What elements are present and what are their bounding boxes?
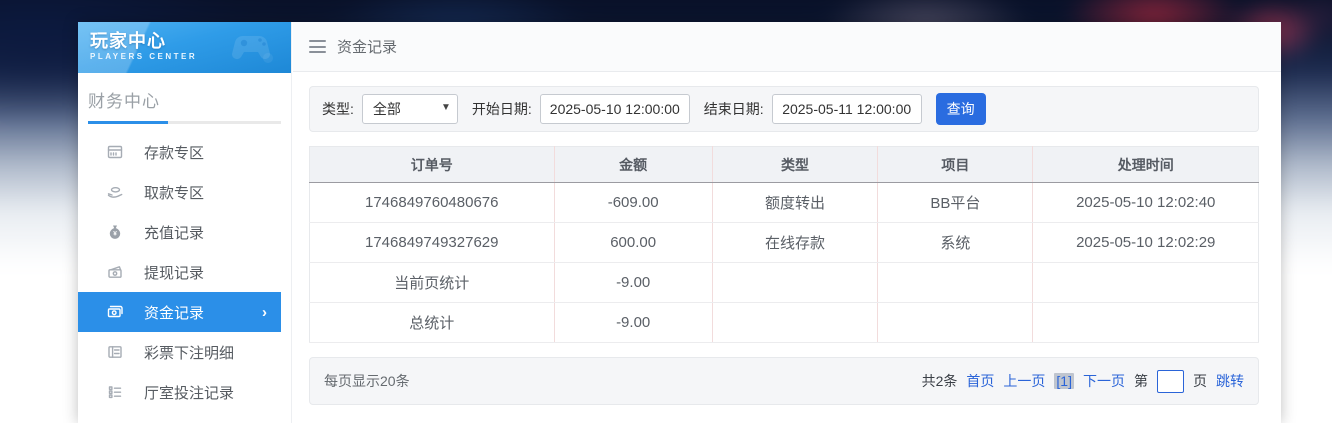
section-underline bbox=[88, 121, 281, 124]
page-suffix-text: 页 bbox=[1193, 373, 1207, 389]
cell-amount: -609.00 bbox=[554, 182, 713, 223]
gamepad-icon bbox=[232, 35, 273, 63]
cell-empty bbox=[1032, 302, 1259, 343]
cell-empty bbox=[712, 262, 879, 303]
sidebar-item-withdraw-zone[interactable]: 取款专区 bbox=[78, 172, 281, 212]
cell-summary-label: 当前页统计 bbox=[309, 262, 555, 303]
sidebar-section-title: 财务中心 bbox=[88, 92, 160, 111]
table-row-total-summary: 总统计 -9.00 bbox=[309, 302, 1259, 343]
cash-notes-icon bbox=[108, 266, 122, 278]
chevron-right-icon: › bbox=[262, 303, 267, 321]
cell-amount: 600.00 bbox=[554, 222, 713, 263]
hand-coins-icon bbox=[107, 187, 123, 198]
jump-link[interactable]: 跳转 bbox=[1216, 373, 1244, 389]
cell-summary-label: 总统计 bbox=[309, 302, 555, 343]
pager-controls: 共2条 首页 上一页 [1] 下一页 第 页 跳转 bbox=[921, 369, 1244, 393]
end-date-label: 结束日期: bbox=[703, 101, 764, 117]
table-header-row: 订单号 金额 类型 项目 处理时间 bbox=[309, 146, 1259, 183]
prev-page-link[interactable]: 上一页 bbox=[1003, 373, 1046, 389]
sidebar-item-fund-records[interactable]: 资金记录 › bbox=[78, 292, 281, 332]
hamburger-menu-icon[interactable] bbox=[309, 40, 326, 53]
cell-process-time: 2025-05-10 12:02:40 bbox=[1032, 182, 1259, 223]
column-header-order-no: 订单号 bbox=[309, 146, 555, 183]
logo-banner: 玩家中心 PLAYERS CENTER bbox=[78, 22, 291, 73]
fund-records-table: 订单号 金额 类型 项目 处理时间 1746849760480676 -609.… bbox=[309, 146, 1259, 343]
page-size-text: 每页显示20条 bbox=[324, 373, 410, 389]
table-row: 1746849760480676 -609.00 额度转出 BB平台 2025-… bbox=[309, 182, 1259, 223]
page-title: 资金记录 bbox=[337, 39, 398, 56]
sidebar-item-recharge-records[interactable]: ¥ 充值记录 bbox=[78, 212, 281, 252]
cell-empty bbox=[1032, 262, 1259, 303]
cell-project: 系统 bbox=[877, 222, 1034, 263]
page-jump-input[interactable] bbox=[1157, 369, 1184, 393]
logo-title: 玩家中心 bbox=[90, 31, 166, 51]
end-date-input[interactable] bbox=[771, 94, 922, 124]
next-page-link[interactable]: 下一页 bbox=[1083, 373, 1125, 389]
bullet-list-icon bbox=[108, 386, 122, 399]
cell-order-no: 1746849749327629 bbox=[309, 222, 555, 263]
type-label: 类型: bbox=[322, 101, 354, 117]
sidebar-item-label: 厅室投注记录 bbox=[144, 384, 235, 402]
logo-subtitle: PLAYERS CENTER bbox=[90, 52, 198, 61]
svg-text:¥: ¥ bbox=[113, 231, 117, 238]
column-header-type: 类型 bbox=[712, 146, 879, 183]
query-button[interactable]: 查询 bbox=[935, 93, 986, 125]
filter-bar: 类型: 全部 ▼ 开始日期: 结束日期: 查询 bbox=[309, 86, 1259, 132]
cell-summary-amount: -9.00 bbox=[554, 302, 713, 343]
sidebar-item-withdrawal-records[interactable]: 提现记录 bbox=[78, 252, 281, 292]
sidebar-item-player-bet-report[interactable]: 玩家投注报表 bbox=[78, 412, 281, 423]
banknotes-icon bbox=[107, 305, 123, 318]
table-row: 1746849749327629 600.00 在线存款 系统 2025-05-… bbox=[309, 222, 1259, 263]
sidebar-item-label: 存款专区 bbox=[144, 144, 205, 162]
cell-type: 额度转出 bbox=[712, 182, 879, 223]
start-date-label: 开始日期: bbox=[471, 101, 532, 117]
current-page-indicator[interactable]: [1] bbox=[1054, 373, 1074, 389]
sidebar-item-label: 提现记录 bbox=[144, 264, 205, 282]
sidebar: 玩家中心 PLAYERS CENTER 财务中心 存款专区 取款专区 bbox=[78, 22, 292, 423]
sidebar-item-deposit-zone[interactable]: 存款专区 bbox=[78, 132, 281, 172]
cell-summary-amount: -9.00 bbox=[554, 262, 713, 303]
cell-empty bbox=[877, 302, 1034, 343]
money-bag-icon: ¥ bbox=[109, 225, 121, 239]
first-page-link[interactable]: 首页 bbox=[966, 373, 995, 389]
column-header-amount: 金额 bbox=[554, 146, 713, 183]
cell-process-time: 2025-05-10 12:02:29 bbox=[1032, 222, 1259, 263]
sidebar-item-label: 彩票下注明细 bbox=[144, 344, 235, 362]
card-machine-icon bbox=[107, 145, 123, 159]
sidebar-item-lottery-bet-details[interactable]: 彩票下注明细 bbox=[78, 332, 281, 372]
sidebar-item-label: 资金记录 bbox=[144, 304, 205, 322]
sidebar-item-label: 充值记录 bbox=[144, 224, 205, 242]
cell-project: BB平台 bbox=[877, 182, 1034, 223]
page-prefix-text: 第 bbox=[1134, 373, 1148, 389]
cell-empty bbox=[712, 302, 879, 343]
cell-empty bbox=[877, 262, 1034, 303]
column-header-project: 项目 bbox=[877, 146, 1034, 183]
cell-order-no: 1746849760480676 bbox=[309, 182, 555, 223]
main-area: 资金记录 类型: 全部 ▼ 开始日期: 结束日期: 查询 bbox=[293, 22, 1281, 423]
players-center-panel: 玩家中心 PLAYERS CENTER 财务中心 存款专区 取款专区 bbox=[78, 22, 1281, 423]
type-select-wrap: 全部 ▼ bbox=[361, 94, 458, 124]
main-header: 资金记录 bbox=[293, 22, 1281, 72]
cell-type: 在线存款 bbox=[712, 222, 879, 263]
pagination-bar: 每页显示20条 共2条 首页 上一页 [1] 下一页 第 页 跳转 bbox=[309, 357, 1259, 405]
column-header-process-time: 处理时间 bbox=[1032, 146, 1259, 183]
start-date-input[interactable] bbox=[539, 94, 690, 124]
content: 类型: 全部 ▼ 开始日期: 结束日期: 查询 订单号 金额 bbox=[293, 72, 1281, 405]
sidebar-item-label: 取款专区 bbox=[144, 184, 205, 202]
total-count-text: 共2条 bbox=[921, 373, 958, 389]
sidebar-item-hall-bet-records[interactable]: 厅室投注记录 bbox=[78, 372, 281, 412]
type-select[interactable]: 全部 bbox=[361, 94, 458, 124]
booklet-list-icon bbox=[108, 346, 122, 358]
sidebar-menu: 存款专区 取款专区 ¥ 充值记录 提现记录 资金记录 › 彩票下注 bbox=[78, 132, 291, 423]
table-row-page-summary: 当前页统计 -9.00 bbox=[309, 262, 1259, 303]
